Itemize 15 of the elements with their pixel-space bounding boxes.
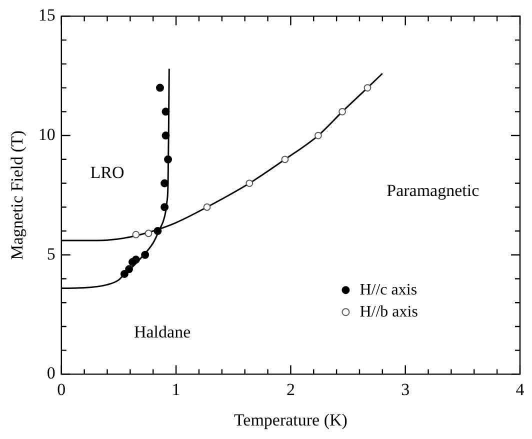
y-tick-label: 15 — [38, 6, 56, 25]
legend-label: H//c axis — [360, 281, 418, 298]
y-tick-label: 0 — [46, 364, 56, 383]
x-tick-label: 3 — [401, 380, 410, 399]
x-axis-title: Temperature (K) — [234, 410, 348, 430]
annotation: Haldane — [134, 322, 191, 342]
x-tick-label: 1 — [172, 380, 180, 399]
x-tick-label: 4 — [516, 380, 525, 399]
annotation: Paramagnetic — [386, 181, 480, 200]
y-tick-label: 5 — [46, 244, 56, 264]
legend-label: H//b axis — [360, 303, 418, 320]
y-axis-title: Magnetic Field (T) — [8, 130, 27, 260]
x-tick-label: 2 — [286, 380, 295, 399]
annotation: LRO — [90, 163, 124, 182]
y-tick-label: 10 — [38, 125, 56, 144]
